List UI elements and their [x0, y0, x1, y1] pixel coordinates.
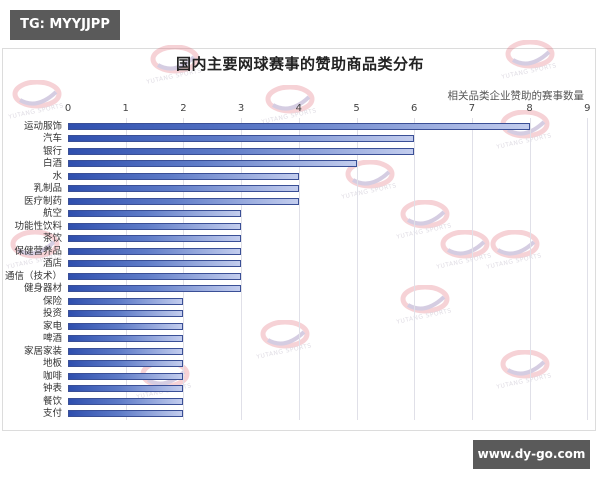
bar: [68, 347, 184, 355]
category-label: 功能性饮料: [14, 220, 62, 232]
gridline: [471, 118, 473, 420]
category-label: 白酒: [42, 158, 62, 170]
bar: [68, 135, 415, 143]
chart-title: 国内主要网球赛事的赞助商品类分布: [175, 55, 424, 73]
category-label: 酒店: [42, 258, 62, 270]
bar: [68, 372, 184, 380]
gridline: [414, 118, 416, 420]
category-label: 乳制品: [33, 183, 62, 195]
bar: [68, 335, 184, 343]
category-label: 汽车: [42, 133, 62, 145]
bar: [68, 260, 242, 268]
bar: [68, 385, 184, 393]
x-axis-title: 相关品类企业赞助的赛事数量: [447, 90, 585, 102]
bar: [68, 310, 184, 318]
gridline: [356, 118, 358, 420]
gridline: [183, 118, 185, 420]
gridline: [529, 118, 531, 420]
category-label: 银行: [42, 145, 62, 157]
category-label: 地板: [42, 358, 62, 370]
bar: [68, 360, 184, 368]
category-label: 家居家装: [23, 345, 62, 357]
bar: [68, 197, 299, 205]
category-label: 健身器材: [23, 283, 62, 295]
x-tick-label: 1: [122, 103, 129, 114]
category-label: 保险: [42, 295, 62, 307]
category-label: 家电: [42, 320, 62, 332]
gridline: [125, 118, 127, 420]
x-tick-label: 3: [237, 103, 245, 114]
category-label: 医疗制药: [23, 195, 62, 207]
x-tick-label: 7: [468, 103, 476, 114]
bar: [68, 285, 242, 293]
category-label: 啤酒: [42, 333, 62, 345]
x-tick-label: 0: [64, 103, 72, 114]
category-label: 咖啡: [42, 370, 62, 382]
gridline: [587, 118, 589, 420]
bar: [68, 123, 530, 130]
bar: [68, 185, 299, 193]
category-label: 保健营养品: [14, 245, 62, 257]
category-label: 通信（技术）: [4, 270, 62, 282]
x-tick-label: 9: [584, 103, 591, 114]
bar: [68, 160, 357, 168]
category-label: 餐饮: [42, 395, 62, 407]
bar: [68, 147, 415, 155]
bar: [68, 410, 184, 418]
bar: [68, 235, 242, 243]
gridline: [241, 118, 243, 420]
x-tick-label: 4: [295, 103, 302, 114]
x-tick-label: 6: [411, 103, 418, 114]
gridline: [298, 118, 300, 420]
category-label: 茶饮: [42, 233, 62, 245]
category-label: 航空: [42, 208, 62, 220]
top-tag-badge: TG: MYYJJPP: [10, 10, 120, 40]
bar: [68, 397, 184, 405]
bar: [68, 322, 184, 330]
bar: [68, 297, 184, 305]
category-label: 钟表: [42, 383, 62, 395]
bar: [68, 222, 242, 230]
bar: [68, 172, 299, 180]
bar: [68, 247, 242, 255]
category-label: 水: [52, 170, 62, 182]
category-label: 支付: [42, 408, 62, 420]
category-label: 运动服饰: [23, 121, 62, 132]
category-label: 投资: [42, 308, 62, 320]
x-tick-label: 5: [353, 103, 360, 114]
x-tick-label: 2: [180, 103, 187, 114]
x-tick-label: 8: [526, 103, 533, 114]
bar: [68, 272, 242, 280]
bar: [68, 210, 242, 218]
bottom-url-badge: www.dy-go.com: [473, 440, 590, 469]
